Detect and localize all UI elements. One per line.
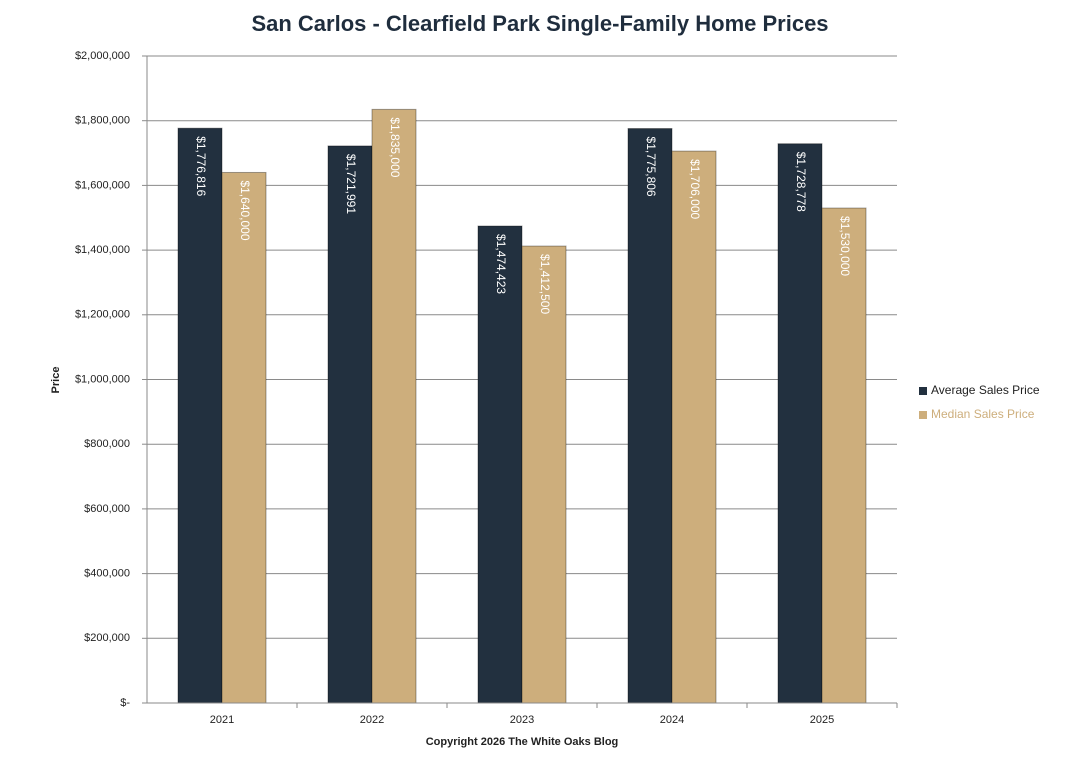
y-tick-label: $1,400,000: [75, 244, 130, 256]
bar: [777, 143, 823, 704]
data-label: $1,775,806: [644, 137, 658, 197]
y-tick-label: $-: [120, 697, 130, 709]
x-tick-label: 2022: [360, 714, 384, 726]
bar: [821, 207, 867, 704]
data-label: $1,728,778: [794, 152, 808, 212]
bar: [221, 171, 267, 704]
data-label: $1,776,816: [194, 136, 208, 196]
legend-swatch: [919, 411, 927, 419]
x-tick-label: 2024: [660, 714, 684, 726]
legend-swatch: [919, 387, 927, 395]
data-label: $1,835,000: [388, 117, 402, 177]
data-label: $1,530,000: [838, 216, 852, 276]
bar: [671, 150, 717, 704]
data-label: $1,706,000: [688, 159, 702, 219]
bar: [327, 145, 373, 704]
x-axis-label: Copyright 2026 The White Oaks Blog: [426, 736, 619, 748]
data-label: $1,721,991: [344, 154, 358, 214]
y-tick-label: $1,000,000: [75, 373, 130, 385]
y-tick-label: $200,000: [84, 632, 130, 644]
y-tick-label: $800,000: [84, 438, 130, 450]
data-label: $1,474,423: [494, 234, 508, 294]
y-tick-label: $600,000: [84, 503, 130, 515]
bar: [371, 108, 417, 704]
bar: [177, 127, 223, 704]
y-axis-label: Price: [50, 367, 62, 394]
y-tick-label: $400,000: [84, 568, 130, 580]
data-label: $1,412,500: [538, 254, 552, 314]
x-tick-label: 2023: [510, 714, 534, 726]
y-tick-label: $1,600,000: [75, 179, 130, 191]
bar: [477, 225, 523, 704]
bar: [521, 245, 567, 704]
x-tick-label: 2021: [210, 714, 234, 726]
x-tick-label: 2025: [810, 714, 834, 726]
legend-label: Average Sales Price: [931, 383, 1040, 397]
chart-title: San Carlos - Clearfield Park Single-Fami…: [251, 11, 828, 36]
data-label: $1,640,000: [238, 180, 252, 240]
y-tick-label: $1,800,000: [75, 115, 130, 127]
legend-label: Median Sales Price: [931, 407, 1035, 421]
y-tick-label: $1,200,000: [75, 309, 130, 321]
bar: [627, 128, 673, 704]
y-tick-label: $2,000,000: [75, 50, 130, 62]
